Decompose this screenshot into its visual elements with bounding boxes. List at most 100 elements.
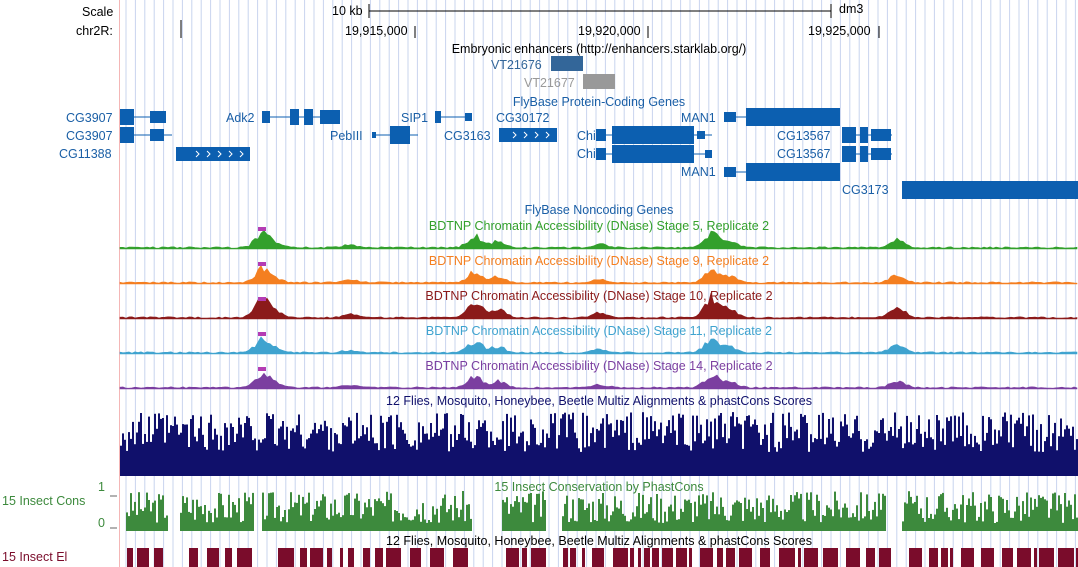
multiz-bar [928,419,930,476]
gene-label[interactable]: PebIII [330,129,363,143]
conserved-element [717,548,723,567]
gene-label[interactable]: Chi [577,147,596,161]
phastcons-bar [436,508,438,531]
phastcons-bar [952,509,954,531]
multiz-bar [610,423,612,476]
multiz-bar [444,413,446,476]
multiz-bar [536,444,538,476]
multiz-bar [406,440,408,476]
multiz-bar [896,437,898,476]
phastcons-bar [930,513,932,531]
multiz-bar [386,421,388,476]
phastcons-bar [912,503,914,531]
phastcons-bar [240,522,242,531]
multiz-bar [636,437,638,476]
gene-label[interactable]: Adk2 [226,111,255,125]
track-title[interactable]: BDTNP Chromatin Accessibility (DNase) St… [428,219,770,233]
phastcons-bar [1030,497,1032,531]
gene-label[interactable]: CG11388 [59,147,112,161]
track-title[interactable]: BDTNP Chromatin Accessibility (DNase) St… [425,324,773,338]
gene-label[interactable]: CG13567 [777,129,831,143]
side-track-label[interactable]: 15 Insect El [2,550,68,564]
multiz-bar [496,437,498,476]
scale-label: Scale [82,5,114,19]
multiz-bar [454,425,456,476]
phastcons-bar [590,522,592,531]
multiz-bar [904,443,906,476]
gene-label[interactable]: MAN1 [681,165,716,179]
gene-label[interactable]: Chi [577,129,596,143]
gene-label[interactable]: MAN1 [681,111,716,125]
multiz-bar [430,423,432,476]
track-title[interactable]: Embryonic enhancers (http://enhancers.st… [451,42,747,56]
multiz-bar [362,425,364,476]
phastcons-bar [252,492,254,531]
gene-label[interactable]: CG3907 [66,129,113,143]
phastcons-bar [148,500,150,531]
gene-label[interactable]: CG3907 [66,111,113,125]
gene-label[interactable]: CG30172 [496,111,550,125]
multiz-bar [186,424,188,476]
track-title[interactable]: BDTNP Chromatin Accessibility (DNase) St… [425,289,773,303]
phastcons-bar [668,506,670,531]
multiz-bar [140,413,142,476]
phastcons-bar [920,508,922,531]
multiz-bar [920,433,922,476]
dnase-signal [119,229,1078,250]
gene-label[interactable]: CG3173 [842,183,889,197]
phastcons-bar [222,505,224,531]
multiz-bar [330,428,332,476]
multiz-bar [1008,442,1010,476]
enhancer-label[interactable]: VT21676 [491,58,542,72]
enhancer-label[interactable]: VT21677 [524,76,575,90]
position-label: 19,925,000 [808,24,871,38]
phastcons-bar [918,513,920,531]
gene-exon [150,129,164,141]
track-title[interactable]: BDTNP Chromatin Accessibility (DNase) St… [425,359,773,373]
track-title[interactable]: 15 Insect Conservation by PhastCons [494,480,704,494]
multiz-bar [550,413,552,476]
multiz-bar [520,432,522,476]
gene-label[interactable]: SIP1 [401,111,429,125]
multiz-bar [384,448,386,476]
phastcons-bar [414,516,416,531]
multiz-bar [356,412,358,476]
phastcons-bar [424,519,426,531]
track-title[interactable]: 12 Flies, Mosquito, Honeybee, Beetle Mul… [386,534,812,548]
multiz-bar [288,448,290,476]
phastcons-bar [1070,504,1072,531]
phastcons-bar [834,491,836,531]
track-title[interactable]: FlyBase Noncoding Genes [524,203,674,217]
multiz-bar [606,414,608,476]
multiz-bar [294,432,296,476]
track-title[interactable]: BDTNP Chromatin Accessibility (DNase) St… [428,254,770,268]
phastcons-bar [866,494,868,531]
multiz-bar [342,423,344,476]
multiz-bar [154,413,156,476]
phastcons-bar [328,519,330,531]
multiz-bar [380,415,382,476]
multiz-bar [528,445,530,476]
clipped-peak-marker [258,332,266,336]
side-track-label[interactable]: 15 Insect Cons [2,494,86,508]
multiz-bar [558,435,560,476]
phastcons-bar [604,518,606,531]
track-title[interactable]: 12 Flies, Mosquito, Honeybee, Beetle Mul… [386,394,812,408]
phastcons-bar [1004,512,1006,531]
multiz-bar [820,438,822,476]
multiz-bar [658,429,660,476]
phastcons-bar [504,502,506,531]
multiz-bar [890,427,892,476]
gene-exon [465,113,472,121]
phastcons-bar [962,495,964,531]
phastcons-bar [758,515,760,531]
multiz-bar [968,444,970,476]
multiz-bar [1002,416,1004,476]
gene-label[interactable]: CG3163 [444,129,491,143]
phastcons-bar [1028,516,1030,531]
gene-label[interactable]: CG13567 [777,147,831,161]
track-title[interactable]: FlyBase Protein-Coding Genes [512,95,686,109]
gene-exon [860,146,868,162]
